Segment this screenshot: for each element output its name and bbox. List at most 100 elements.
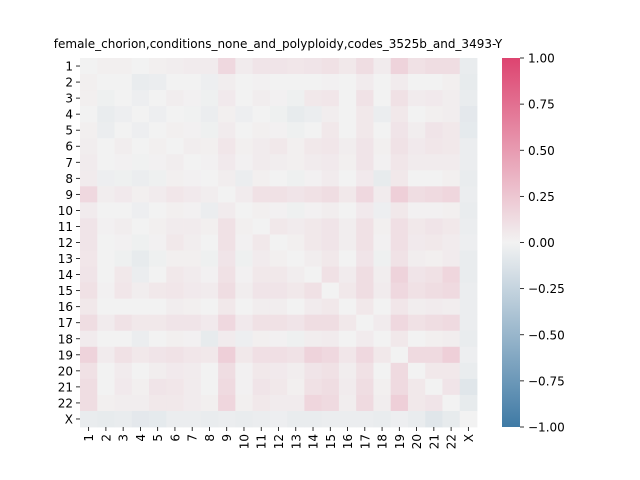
colorbar-tick-label: 0.75 [528, 98, 555, 112]
heatmap-cell [114, 186, 133, 203]
heatmap-cell [149, 314, 167, 332]
heatmap-cell [183, 154, 202, 171]
heatmap-cell [338, 186, 357, 203]
heatmap-cell [304, 378, 323, 396]
heatmap-cell [442, 122, 461, 139]
heatmap-cell [166, 250, 184, 267]
heatmap-cell [304, 234, 323, 251]
y-tick-label: 3 [65, 92, 73, 106]
heatmap-cell [304, 314, 323, 332]
heatmap-cell [114, 58, 133, 75]
heatmap-cell [338, 266, 357, 284]
heatmap-cell [304, 298, 323, 316]
heatmap-cell [235, 362, 254, 380]
heatmap-cell [97, 234, 115, 251]
heatmap-cell [321, 298, 340, 316]
heatmap-cell [269, 330, 288, 348]
heatmap-cell [218, 58, 236, 75]
heatmap-cell [338, 122, 357, 139]
heatmap-cell [97, 138, 115, 155]
heatmap-cell [373, 266, 392, 284]
heatmap-cell [183, 346, 202, 364]
heatmap-cell [373, 250, 392, 267]
heatmap-cell [131, 106, 150, 123]
x-tick-label: 10 [237, 434, 251, 449]
y-tick-label: 21 [58, 380, 73, 394]
heatmap-cell [131, 202, 150, 219]
heatmap-cell [425, 234, 443, 251]
heatmap-cell [459, 74, 478, 91]
heatmap-cell [149, 298, 167, 316]
heatmap-cell [373, 378, 392, 396]
heatmap-cell [425, 378, 443, 396]
heatmap-cell [425, 186, 443, 203]
x-tick-label: 8 [203, 434, 217, 442]
heatmap-cell [183, 298, 202, 316]
heatmap-cell [442, 314, 461, 332]
heatmap-cell [442, 186, 461, 203]
x-tick-label: 2 [99, 434, 113, 442]
heatmap-cell [269, 314, 288, 332]
heatmap-cell [287, 410, 305, 428]
heatmap-cell [459, 314, 478, 332]
heatmap-cell [287, 250, 305, 267]
heatmap-cell [442, 330, 461, 348]
heatmap-cell [149, 330, 167, 348]
heatmap-cell [304, 266, 323, 284]
heatmap-cell [183, 266, 202, 284]
heatmap-cell [80, 202, 98, 219]
heatmap-cell [442, 90, 461, 107]
heatmap-cell [80, 394, 98, 412]
heatmap-cell [356, 362, 374, 380]
heatmap-cell [80, 170, 98, 187]
heatmap-cell [80, 378, 98, 396]
heatmap-cell [97, 218, 115, 235]
heatmap-cell [218, 330, 236, 348]
heatmap-cell [114, 138, 133, 155]
heatmap-cell [200, 138, 219, 155]
heatmap-cell [235, 138, 254, 155]
heatmap-cell [459, 138, 478, 155]
heatmap-cell [442, 202, 461, 219]
heatmap-cell [390, 74, 409, 91]
heatmap-cell [235, 234, 254, 251]
heatmap-cell [131, 394, 150, 412]
heatmap-cell [97, 314, 115, 332]
heatmap-cell [407, 74, 426, 91]
heatmap-cell [269, 250, 288, 267]
heatmap-cell [269, 218, 288, 235]
heatmap-cell [459, 250, 478, 267]
y-tick-label: 11 [58, 220, 73, 234]
heatmap-cell [183, 170, 202, 187]
heatmap-cell [166, 282, 184, 300]
colorbar-axis: 1.00 0.75 0.50 0.25 0.00 −0.25 −0.50 −0.75 −1.00 [520, 52, 565, 435]
heatmap-cell [252, 362, 271, 380]
heatmap-cell [131, 234, 150, 251]
heatmap-cell [338, 410, 357, 428]
heatmap-cell [149, 106, 167, 123]
colorbar-tick-label: −0.25 [528, 282, 565, 296]
heatmap-cell [287, 122, 305, 139]
heatmap-cell [200, 58, 219, 75]
heatmap-cell [373, 234, 392, 251]
heatmap-cell [459, 186, 478, 203]
heatmap-cell [390, 314, 409, 332]
heatmap-cell [114, 298, 133, 316]
heatmap-cell [373, 122, 392, 139]
heatmap-cell [183, 58, 202, 75]
heatmap-cell [321, 202, 340, 219]
heatmap-cell [304, 218, 323, 235]
heatmap-cell [390, 362, 409, 380]
heatmap-cell [114, 106, 133, 123]
heatmap-cell [131, 250, 150, 267]
heatmap-cell [304, 282, 323, 300]
heatmap-cell [390, 378, 409, 396]
heatmap-cell [459, 298, 478, 316]
x-tick-label: 14 [307, 434, 321, 449]
heatmap-cell [287, 186, 305, 203]
heatmap-cell [218, 234, 236, 251]
heatmap-cell [425, 154, 443, 171]
heatmap-cell [149, 394, 167, 412]
heatmap-cell [390, 234, 409, 251]
heatmap-cell [338, 250, 357, 267]
